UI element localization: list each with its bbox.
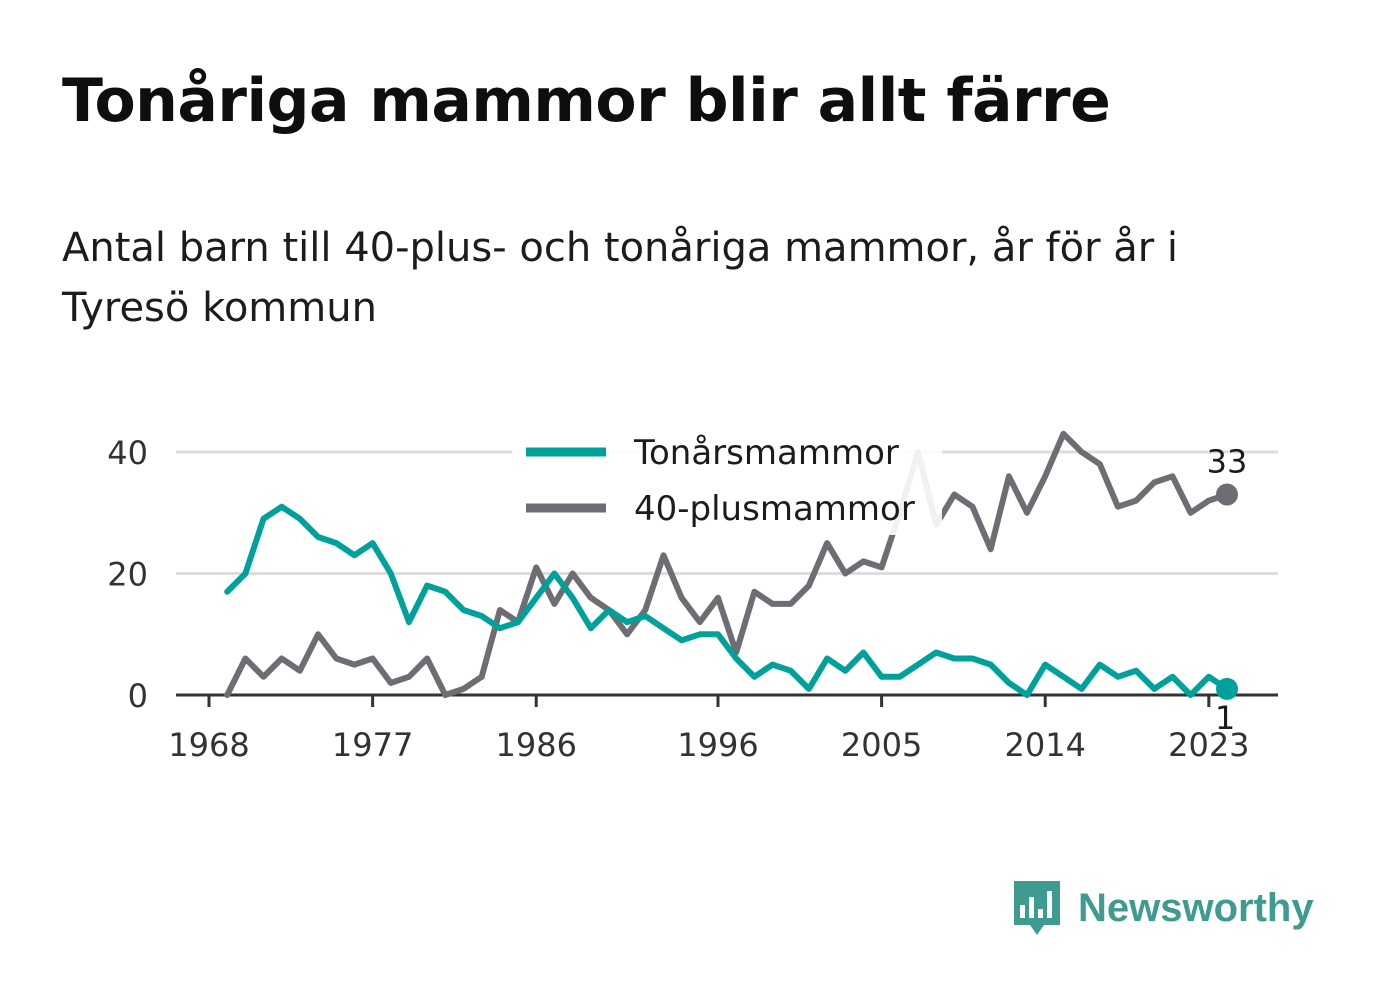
end-label-teen: 1 (1215, 699, 1235, 737)
y-tick-label: 0 (128, 677, 148, 715)
x-tick-label: 2023 (1168, 726, 1249, 764)
x-tick-label: 1977 (332, 726, 413, 764)
brand-name: Newsworthy (1078, 885, 1314, 930)
x-tick-label: 2014 (1004, 726, 1085, 764)
newsworthy-logo-icon (1014, 881, 1060, 935)
x-tick-label: 1986 (495, 726, 576, 764)
chart-subtitle: Antal barn till 40-plus- och tonåriga ma… (62, 225, 1179, 331)
y-tick-label: 20 (107, 556, 148, 594)
end-label-forty_plus: 33 (1207, 443, 1248, 481)
y-tick-label: 40 (107, 434, 148, 472)
series-line-forty_plus (224, 430, 1230, 698)
x-tick-label: 1968 (168, 726, 249, 764)
series-end-point-forty_plus (1216, 483, 1238, 506)
newsworthy-brand[interactable]: Newsworthy (1010, 876, 1314, 940)
axis-ticks: 0 20 40 1968 1977 1986 1996 2005 2014 2023 (107, 434, 1249, 764)
series-lines (224, 430, 1238, 700)
legend: Tonårsmammor 40-plusmammor (512, 420, 942, 535)
legend-label-forty_plus: 40-plusmammor (634, 489, 915, 529)
legend-label-teen: Tonårsmammor (633, 433, 899, 473)
chart-title: Tonåriga mammor blir allt färre (62, 66, 1111, 136)
end-labels: 1 33 (1207, 443, 1248, 737)
x-tick-label: 1996 (677, 726, 758, 764)
x-tick-label: 2005 (841, 726, 922, 764)
series-line-teen (224, 503, 1230, 698)
series-end-point-teen (1216, 677, 1238, 700)
legend-background (512, 420, 942, 535)
